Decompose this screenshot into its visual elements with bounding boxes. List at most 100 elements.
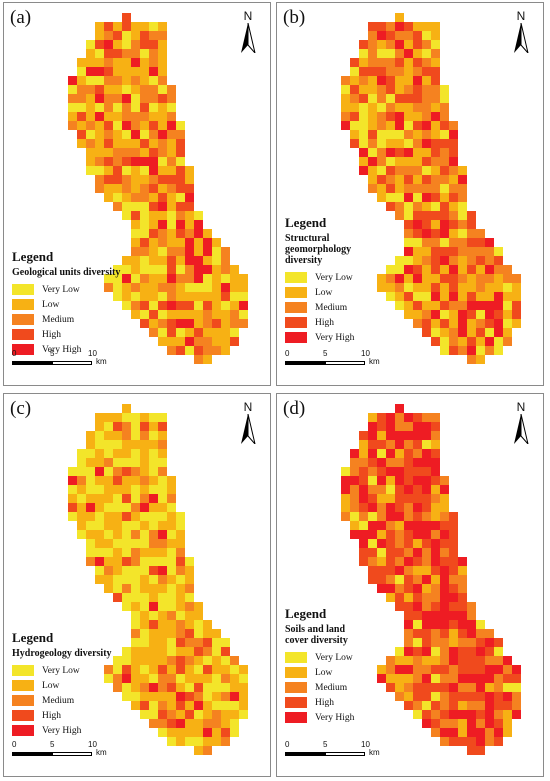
map-cell xyxy=(221,337,230,346)
map-cell xyxy=(131,557,140,566)
map-cell xyxy=(485,701,494,710)
north-arrow-icon: N xyxy=(234,9,262,55)
map-cell xyxy=(494,692,503,701)
map-cell xyxy=(485,737,494,746)
map-cell xyxy=(404,629,413,638)
map-cell xyxy=(158,202,167,211)
map-cell xyxy=(221,638,230,647)
map-cell xyxy=(212,238,221,247)
map-cell xyxy=(149,629,158,638)
map-cell xyxy=(185,337,194,346)
map-cell xyxy=(131,139,140,148)
map-cell xyxy=(176,130,185,139)
map-cell xyxy=(476,355,485,364)
map-cell xyxy=(149,719,158,728)
map-cell xyxy=(185,638,194,647)
map-cell xyxy=(512,301,521,310)
map-cell xyxy=(413,692,422,701)
map-cell xyxy=(503,292,512,301)
map-cell xyxy=(494,701,503,710)
map-cell xyxy=(149,238,158,247)
map-cell xyxy=(440,521,449,530)
map-cell xyxy=(158,683,167,692)
map-cell xyxy=(86,166,95,175)
map-cell xyxy=(194,710,203,719)
map-cell xyxy=(386,139,395,148)
map-cell xyxy=(176,220,185,229)
map-cell xyxy=(158,629,167,638)
map-cell xyxy=(350,130,359,139)
map-cell xyxy=(176,346,185,355)
map-cell xyxy=(395,76,404,85)
scale-tick-5: 5 xyxy=(50,740,55,749)
map-cell xyxy=(95,157,104,166)
map-cell xyxy=(149,247,158,256)
map-cell xyxy=(485,310,494,319)
map-cell xyxy=(158,85,167,94)
map-cell xyxy=(131,701,140,710)
panel-label: (c) xyxy=(10,398,32,419)
map-cell xyxy=(140,22,149,31)
map-cell xyxy=(404,566,413,575)
map-cell xyxy=(503,665,512,674)
map-cell xyxy=(95,94,104,103)
map-cell xyxy=(113,85,122,94)
map-cell xyxy=(422,647,431,656)
map-cell xyxy=(86,76,95,85)
map-cell xyxy=(194,602,203,611)
map-cell xyxy=(431,611,440,620)
map-cell xyxy=(77,58,86,67)
map-cell xyxy=(413,449,422,458)
map-cell xyxy=(413,211,422,220)
map-cell xyxy=(131,121,140,130)
map-cell xyxy=(395,404,404,413)
map-cell xyxy=(113,476,122,485)
map-cell xyxy=(77,494,86,503)
map-cell xyxy=(122,485,131,494)
map-cell xyxy=(431,719,440,728)
map-cell xyxy=(149,449,158,458)
map-cell xyxy=(203,701,212,710)
map-cell xyxy=(131,602,140,611)
map-cell xyxy=(113,539,122,548)
map-cell xyxy=(476,346,485,355)
map-cell xyxy=(149,683,158,692)
map-cell xyxy=(395,139,404,148)
map-cell xyxy=(377,121,386,130)
map-cell xyxy=(131,256,140,265)
map-cell xyxy=(377,413,386,422)
map-cell xyxy=(476,256,485,265)
map-cell xyxy=(359,548,368,557)
map-cell xyxy=(122,431,131,440)
map-cell xyxy=(122,103,131,112)
map-cell xyxy=(431,121,440,130)
map-cell xyxy=(476,638,485,647)
map-cell xyxy=(476,319,485,328)
map-cell xyxy=(203,728,212,737)
map-cell xyxy=(149,422,158,431)
map-cell xyxy=(431,328,440,337)
map-cell xyxy=(404,665,413,674)
legend-item: High xyxy=(285,695,365,710)
map-cell xyxy=(494,292,503,301)
map-cell xyxy=(449,337,458,346)
map-cell xyxy=(476,292,485,301)
map-cell xyxy=(158,467,167,476)
map-cell xyxy=(368,530,377,539)
map-cell xyxy=(140,656,149,665)
map-cell xyxy=(350,103,359,112)
map-cell xyxy=(395,431,404,440)
map-cell xyxy=(395,575,404,584)
map-cell xyxy=(185,256,194,265)
map-cell xyxy=(122,413,131,422)
map-cell xyxy=(395,530,404,539)
map-cell xyxy=(131,512,140,521)
map-cell xyxy=(395,58,404,67)
map-cell xyxy=(176,148,185,157)
map-cell xyxy=(203,247,212,256)
map-cell xyxy=(413,85,422,94)
legend-heading: Legend xyxy=(285,606,327,621)
map-cell xyxy=(122,67,131,76)
map-cell xyxy=(476,247,485,256)
map-cell xyxy=(476,328,485,337)
